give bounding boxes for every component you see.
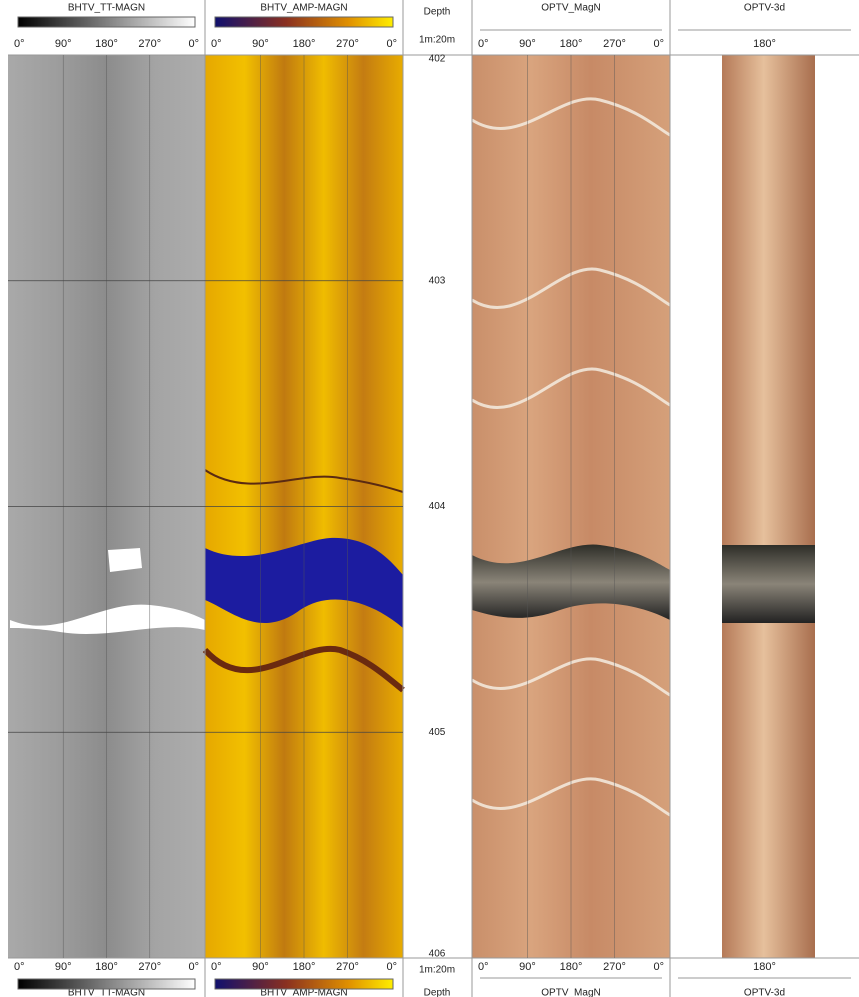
scale-label: 180° [95, 961, 118, 973]
scale-label: 0° [188, 961, 199, 973]
depth-scale: 1m:20m [419, 965, 455, 976]
tt-void [108, 548, 142, 572]
track-title: BHTV_TT-MAGN [68, 3, 145, 14]
scale-label: 0° [653, 961, 664, 973]
depth-label: 405 [429, 727, 446, 738]
scale-label: 270° [138, 961, 161, 973]
scale-label: 0° [211, 38, 222, 50]
depth-label: 404 [429, 501, 446, 512]
scale-label: 90° [519, 961, 536, 973]
scale-label: 180° [753, 38, 776, 50]
depth-label: 406 [429, 949, 446, 960]
scale-label: 90° [252, 38, 269, 50]
track-title: OPTV_MagN [541, 3, 600, 14]
scale-label: 90° [55, 38, 72, 50]
depth-title: Depth [424, 988, 451, 997]
depth-title: Depth [424, 7, 451, 18]
scale-label: 270° [603, 38, 626, 50]
track-title: OPTV-3d [744, 3, 785, 14]
color-bar [18, 979, 195, 989]
scale-label: 270° [336, 961, 359, 973]
scale-label: 0° [386, 38, 397, 50]
scale-label: 270° [138, 38, 161, 50]
scale-label: 270° [336, 38, 359, 50]
scale-label: 180° [560, 38, 583, 50]
scale-label: 90° [252, 961, 269, 973]
scale-label: 0° [14, 38, 25, 50]
track-title: OPTV_MagN [541, 988, 600, 997]
optv-3d-image [722, 55, 815, 958]
scale-label: 180° [95, 38, 118, 50]
scale-label: 180° [753, 961, 776, 973]
color-bar [215, 979, 393, 989]
optv-3d-fracture [722, 545, 815, 623]
scale-label: 0° [478, 961, 489, 973]
scale-label: 90° [55, 961, 72, 973]
scale-label: 270° [603, 961, 626, 973]
scale-label: 0° [386, 961, 397, 973]
depth-label: 402 [429, 54, 446, 65]
scale-label: 0° [14, 961, 25, 973]
scale-label: 180° [293, 961, 316, 973]
page: {"tracks": [ {"title": "BHTV_TT-MAGN", "… [0, 0, 859, 997]
depth-scale: 1m:20m [419, 35, 455, 46]
scale-label: 0° [211, 961, 222, 973]
color-bar [215, 17, 393, 27]
color-bar [18, 17, 195, 27]
scale-label: 180° [560, 961, 583, 973]
track-title: BHTV_AMP-MAGN [260, 3, 347, 14]
scale-label: 0° [188, 38, 199, 50]
track-title: OPTV-3d [744, 988, 785, 997]
scale-label: 90° [519, 38, 536, 50]
scale-label: 0° [478, 38, 489, 50]
log-view: BHTV_TT-MAGNBHTV_TT-MAGN0°0°90°90°180°18… [0, 0, 859, 997]
depth-label: 403 [429, 275, 446, 286]
scale-label: 0° [653, 38, 664, 50]
scale-label: 180° [293, 38, 316, 50]
